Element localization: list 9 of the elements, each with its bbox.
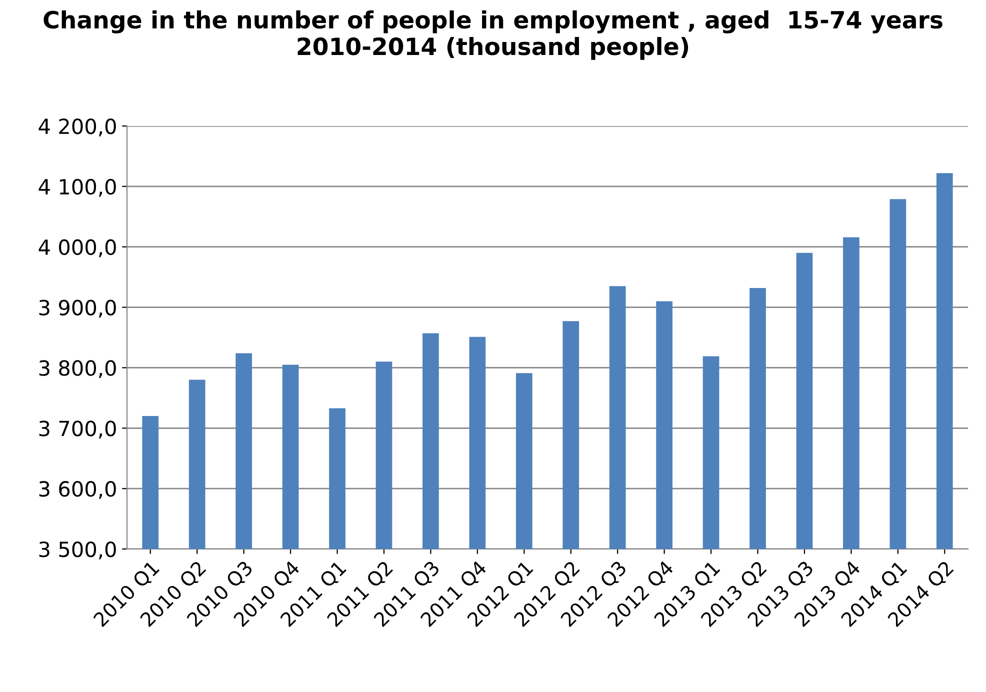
y-tick-label: 4 000,0 (38, 239, 116, 258)
y-tick-label: 4 100,0 (38, 178, 116, 197)
y-tick-label: 4 200,0 (38, 118, 116, 136)
y-tick-label: 3 900,0 (39, 300, 116, 318)
y-tick-label: 3 500,0 (39, 541, 116, 560)
chart-title: Change in the number of people in employment , aged 15-74 years 2010-2014 (thousand people) (44, 10, 942, 60)
y-tick-label: 3 700,0 (39, 420, 116, 438)
y-tick-label: 3 600,0 (39, 481, 116, 499)
y-tick-label: 3 800,0 (39, 360, 116, 378)
